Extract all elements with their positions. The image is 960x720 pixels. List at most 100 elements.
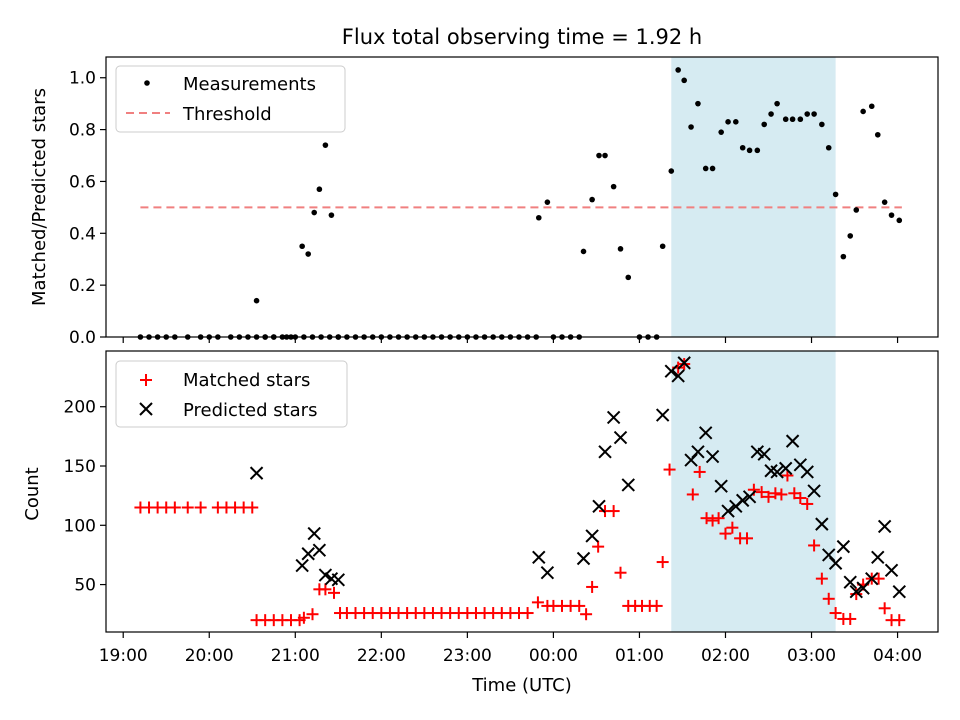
predicted-star-point [892, 584, 906, 599]
predicted-star-point [757, 447, 771, 461]
measurement-point [819, 121, 825, 128]
measurement-point [761, 121, 768, 128]
top-legend: Measurements Threshold [115, 65, 346, 133]
top-legend-box [115, 65, 346, 133]
y-tick-label: 150 [64, 457, 96, 477]
measurement-point [596, 152, 602, 159]
measurement-point [860, 108, 866, 115]
predicted-star-point [822, 548, 836, 562]
matched-star-point [850, 588, 863, 601]
predicted-star-point [576, 551, 591, 566]
measurement-point [825, 144, 832, 151]
bottom-x-axis: 19:00 20:00 21:00 22:00 23:00 00:00 01:00 02:00… [99, 632, 922, 666]
matched-star-point [808, 539, 821, 552]
top-axes-frame [105, 56, 939, 338]
predicted-star-point [684, 453, 698, 467]
predicted-star-point [877, 519, 892, 534]
matched-star-point [650, 599, 663, 612]
measurement-point [695, 100, 701, 107]
x-tick-label: 04:00 [873, 646, 922, 666]
measurement-point [316, 186, 323, 193]
measurement-point [733, 119, 739, 125]
matched-star-point [712, 512, 725, 525]
predicted-star-point [800, 465, 814, 479]
measurement-point [659, 243, 666, 250]
predicted-star-point [815, 517, 829, 531]
measurement-point [544, 199, 551, 205]
bottom-x-axis-label: Time (UTC) [471, 675, 572, 696]
predicted-star-point [721, 504, 735, 518]
measurement-points [137, 67, 903, 340]
matched-star-point [762, 490, 775, 503]
predicted-stars-points [249, 356, 906, 599]
top-shaded-span [671, 57, 836, 337]
predicted-star-point [598, 445, 612, 459]
measurement-point [322, 142, 329, 148]
predicted-star-point [307, 526, 321, 541]
bottom-y-axis-label: Count [22, 467, 43, 520]
y-tick-label: 0.4 [69, 224, 96, 244]
matched-star-point [769, 487, 782, 500]
matched-star-point [246, 501, 259, 514]
y-tick-label: 0.2 [69, 276, 96, 296]
x-tick-label: 03:00 [787, 646, 836, 666]
y-tick-label: 0.8 [69, 121, 96, 141]
matched-star-point [693, 465, 706, 478]
bottom-legend: Matched stars Predicted stars [115, 360, 348, 428]
measurement-point [725, 119, 731, 125]
matched-star-point [719, 527, 732, 540]
predicted-star-point [779, 461, 793, 476]
predicted-star-point [613, 430, 628, 445]
matched-star-point [872, 572, 885, 585]
matched-star-point [607, 505, 620, 518]
measurement-point [874, 131, 881, 138]
predicted-star-point [664, 364, 678, 378]
measurement-point [617, 246, 624, 252]
measurement-point [702, 165, 709, 172]
measurement-point [299, 243, 305, 250]
matched-star-point [794, 492, 807, 505]
measurement-point [718, 129, 724, 135]
measurement-point [797, 116, 804, 123]
x-tick-label: 20:00 [185, 646, 234, 666]
measurement-point [311, 209, 318, 216]
measurement-point [881, 199, 888, 205]
predicted-star-point [318, 568, 333, 582]
measurement-point [840, 253, 847, 260]
x-tick-label: 01:00 [615, 646, 664, 666]
predicted-star-point [312, 543, 327, 557]
x-tick-label: 23:00 [443, 646, 492, 666]
predicted-star-point [884, 563, 899, 578]
top-panel: 0.0 0.2 0.4 0.6 0.8 1.0 Matched/Predicted sta… [29, 56, 939, 348]
measurements-legend-marker [144, 80, 150, 86]
predicted-star-point [849, 584, 863, 599]
predicted-star-point [785, 434, 800, 448]
measurement-point [675, 67, 681, 73]
y-tick-label: 0.0 [69, 328, 96, 348]
predicted-star-point [770, 465, 784, 479]
matched-stars-points [134, 358, 906, 627]
predicted-star-point [836, 539, 851, 554]
measurement-point [305, 251, 311, 257]
matched-star-point [521, 607, 534, 620]
matched-star-point [755, 486, 768, 499]
x-tick-label: 19:00 [99, 646, 148, 666]
top-y-axis-label: Matched/Predicted stars [29, 88, 50, 306]
measurement-point [602, 152, 608, 159]
measurement-point [328, 212, 335, 218]
measurement-point [768, 111, 774, 117]
matched-star-point [822, 592, 835, 605]
bottom-y-axis: 50 100 150 200 [64, 398, 106, 596]
matched-star-point [194, 501, 207, 514]
measurement-point [610, 183, 617, 190]
matched-star-point [700, 512, 713, 525]
predicted-star-point [871, 550, 885, 565]
matched-star-point [328, 586, 341, 599]
measurement-point [782, 116, 789, 123]
matched-star-point [580, 608, 593, 621]
predicted-legend-marker [139, 402, 153, 416]
measurement-point [688, 124, 694, 130]
matched-star-point [181, 501, 194, 514]
predicted-star-point [301, 547, 315, 561]
